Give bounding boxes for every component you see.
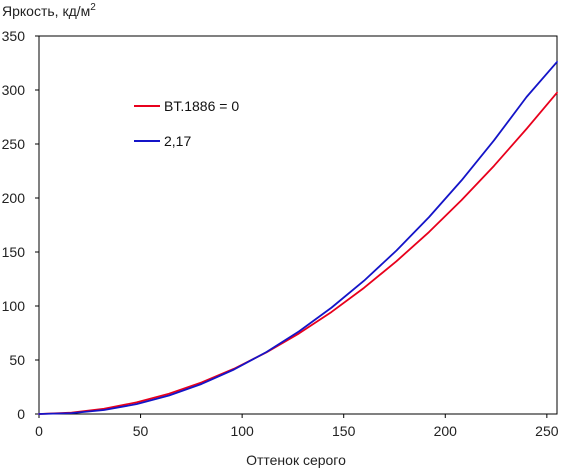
y-tick-label: 0 bbox=[17, 406, 25, 422]
legend-entry-1: BT.1886 = 0 bbox=[134, 98, 239, 114]
y-axis-title: Яркость, кд/м2 bbox=[2, 2, 96, 19]
legend: BT.1886 = 0 2,17 bbox=[134, 98, 239, 149]
series-line-2 bbox=[38, 61, 558, 415]
x-axis-title: Оттенок серого bbox=[246, 452, 346, 468]
legend-label: 2,17 bbox=[164, 133, 191, 149]
svg-text:Яркость, кд/м2: Яркость, кд/м2 bbox=[2, 2, 96, 19]
y-tick-label: 100 bbox=[2, 298, 26, 314]
axis-ticks: 0 50 100 150 200 250 0 50 100 150 200 250 300 350 bbox=[2, 28, 559, 439]
series-layer bbox=[38, 61, 558, 415]
y-tick-label: 350 bbox=[2, 28, 26, 44]
plot-area bbox=[38, 35, 558, 415]
y-axis-title-sup: 2 bbox=[90, 2, 96, 13]
y-tick-label: 250 bbox=[2, 136, 26, 152]
x-tick-label: 250 bbox=[535, 423, 559, 439]
y-tick-label: 50 bbox=[9, 352, 25, 368]
y-tick-label: 200 bbox=[2, 190, 26, 206]
series-line-1 bbox=[38, 91, 558, 415]
x-tick-label: 200 bbox=[434, 423, 458, 439]
x-tick-label: 150 bbox=[332, 423, 356, 439]
legend-label: BT.1886 = 0 bbox=[164, 98, 239, 114]
x-tick-label: 50 bbox=[133, 423, 149, 439]
plot-border bbox=[38, 35, 558, 415]
y-axis-title-text: Яркость, кд/м bbox=[2, 3, 90, 19]
x-tick-label: 100 bbox=[230, 423, 254, 439]
y-tick-label: 300 bbox=[2, 82, 26, 98]
legend-entry-2: 2,17 bbox=[134, 133, 191, 149]
x-tick-label: 0 bbox=[35, 423, 43, 439]
y-tick-label: 150 bbox=[2, 244, 26, 260]
